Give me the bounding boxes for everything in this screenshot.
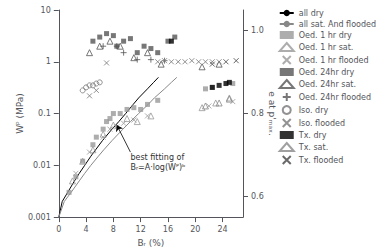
svg-text:0.1: 0.1 bbox=[38, 109, 51, 118]
svg-text:best fitting of: best fitting of bbox=[130, 153, 184, 162]
svg-text:Oed. 1 hr sat.: Oed. 1 hr sat. bbox=[299, 43, 354, 52]
svg-text:e at p'ₘₐₓ.: e at p'ₘₐₓ. bbox=[267, 91, 277, 135]
svg-text:0.01: 0.01 bbox=[33, 161, 51, 170]
svg-text:Tx. sat.: Tx. sat. bbox=[298, 143, 328, 152]
svg-text:Oed. 24hr dry: Oed. 24hr dry bbox=[299, 68, 355, 77]
svg-text:Iso. flooded: Iso. flooded bbox=[299, 119, 345, 128]
svg-text:8: 8 bbox=[111, 225, 116, 234]
svg-text:0.001: 0.001 bbox=[28, 213, 51, 222]
svg-text:Tx. dry: Tx. dry bbox=[298, 131, 327, 140]
svg-text:Oed. 24hr flooded: Oed. 24hr flooded bbox=[299, 93, 371, 102]
svg-text:0.6: 0.6 bbox=[251, 192, 264, 201]
svg-text:all dry: all dry bbox=[299, 9, 324, 18]
svg-text:Bᵣ (%): Bᵣ (%) bbox=[137, 238, 164, 248]
svg-text:Wᴾ (MPa): Wᴾ (MPa) bbox=[15, 93, 25, 134]
svg-text:0.8: 0.8 bbox=[251, 109, 264, 118]
svg-text:Oed. 1 hr dry: Oed. 1 hr dry bbox=[299, 31, 352, 40]
svg-text:20: 20 bbox=[190, 225, 200, 234]
svg-text:Oed. 24hr sat.: Oed. 24hr sat. bbox=[299, 80, 356, 89]
svg-text:12: 12 bbox=[136, 225, 146, 234]
svg-text:24: 24 bbox=[217, 225, 227, 234]
svg-text:0: 0 bbox=[56, 225, 61, 234]
svg-text:all sat. And flooded: all sat. And flooded bbox=[299, 20, 376, 29]
svg-text:Oed. 1 hr flooded: Oed. 1 hr flooded bbox=[299, 56, 369, 65]
svg-text:10: 10 bbox=[41, 6, 51, 15]
svg-text:Tx. flooded: Tx. flooded bbox=[298, 156, 344, 165]
svg-text:Bᵣ=A·log(Wᴾ)ᵇ: Bᵣ=A·log(Wᴾ)ᵇ bbox=[130, 163, 185, 172]
svg-text:1: 1 bbox=[46, 57, 51, 66]
svg-text:1.0: 1.0 bbox=[251, 26, 264, 35]
svg-text:16: 16 bbox=[163, 225, 173, 234]
svg-text:Iso. dry: Iso. dry bbox=[299, 106, 329, 115]
svg-text:4: 4 bbox=[84, 225, 89, 234]
